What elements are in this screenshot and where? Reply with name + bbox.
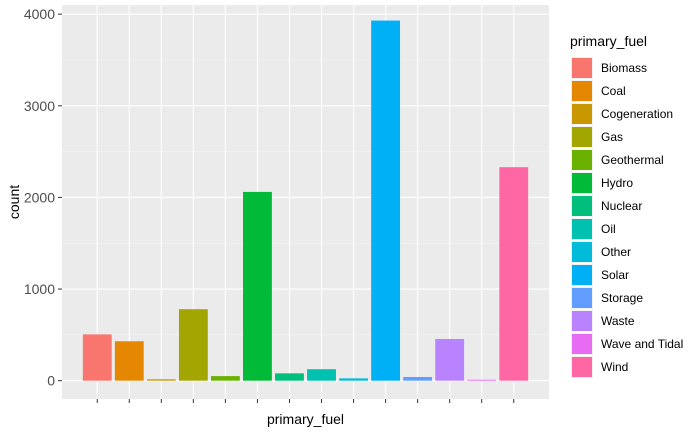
bar-coal (114, 341, 144, 381)
y-tick-label: 1000 (24, 281, 55, 297)
y-tick-label: 3000 (24, 98, 55, 114)
bar-cogeneration (146, 379, 176, 381)
bar-other (339, 378, 368, 381)
x-axis-title: primary_fuel (267, 411, 344, 427)
legend: primary_fuel Biomass Coal Cogeneration Gas G… (570, 33, 683, 378)
legend-label: Solar (601, 268, 629, 282)
legend-label: Cogeneration (601, 107, 673, 121)
legend-label: Other (601, 245, 631, 259)
bar-waste (435, 338, 465, 381)
legend-swatch (572, 127, 592, 147)
bar-oil (307, 369, 336, 381)
legend-label: Wind (601, 360, 628, 374)
legend-label: Biomass (601, 61, 647, 75)
legend-label: Geothermal (601, 153, 664, 167)
legend-swatch (572, 311, 592, 331)
y-axis: 0 1000 2000 3000 4000 (24, 6, 62, 389)
legend-label: Hydro (601, 176, 633, 190)
y-tick-label: 0 (47, 373, 55, 389)
legend-label: Coal (601, 84, 626, 98)
legend-swatch (572, 104, 592, 124)
bar-storage (403, 377, 433, 381)
bar-solar (371, 20, 401, 381)
y-tick-label: 4000 (24, 6, 55, 22)
legend-label: Storage (601, 291, 643, 305)
bar-nuclear (275, 373, 304, 381)
x-axis (96, 399, 515, 403)
legend-swatch (572, 334, 592, 354)
legend-swatch (572, 265, 592, 285)
legend-swatch (572, 288, 592, 308)
panel-background (62, 5, 549, 399)
legend-swatch (572, 242, 592, 262)
legend-label: Wave and Tidal (601, 337, 683, 351)
bars (82, 20, 529, 381)
bar-wind (499, 167, 529, 381)
y-tick-label: 2000 (24, 189, 55, 205)
legend-swatch (572, 58, 592, 78)
bar-gas (178, 309, 208, 381)
legend-swatch (572, 150, 592, 170)
bar-geothermal (210, 376, 240, 381)
legend-label: Gas (601, 130, 623, 144)
legend-swatch (572, 357, 592, 377)
legend-swatch (572, 196, 592, 216)
bar-biomass (82, 334, 112, 381)
legend-label: Nuclear (601, 199, 642, 213)
legend-label: Waste (601, 314, 635, 328)
legend-swatch (572, 173, 592, 193)
bar-hydro (243, 191, 272, 381)
y-axis-title: count (6, 185, 22, 219)
legend-swatch (572, 219, 592, 239)
legend-label: Oil (601, 222, 616, 236)
legend-title: primary_fuel (570, 33, 647, 49)
bar-wave-and-tidal (467, 379, 497, 381)
legend-swatch (572, 81, 592, 101)
